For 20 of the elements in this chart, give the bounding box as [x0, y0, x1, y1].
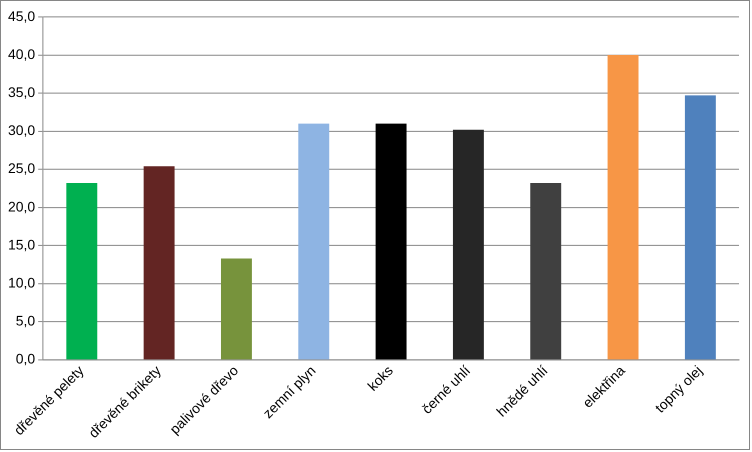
y-tick-label: 45,0	[8, 8, 36, 24]
y-tick-label: 15,0	[8, 236, 36, 252]
x-tick-label: koks	[364, 362, 396, 394]
y-tick-label: 35,0	[8, 84, 36, 100]
bar	[220, 258, 252, 360]
y-tick-label: 40,0	[8, 46, 36, 62]
bar	[452, 130, 484, 360]
y-tick-label: 0,0	[16, 350, 36, 367]
y-tick-label: 20,0	[8, 198, 36, 214]
bar	[684, 95, 716, 360]
y-tick-label: 10,0	[8, 274, 36, 290]
y-tick-label: 30,0	[8, 122, 36, 138]
y-tick-label: 25,0	[8, 160, 36, 176]
bar	[66, 183, 98, 360]
bar	[144, 166, 175, 360]
bar	[608, 55, 639, 360]
bar	[376, 124, 407, 360]
y-tick-label: 5,0	[16, 312, 36, 329]
bar	[298, 124, 330, 360]
bar	[530, 183, 562, 360]
